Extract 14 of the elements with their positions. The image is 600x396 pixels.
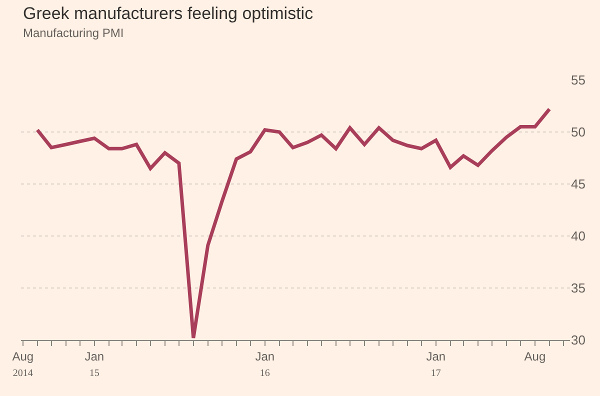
y-tick-label: 45 <box>571 176 586 192</box>
x-tick-label: Aug 2014 <box>12 349 34 379</box>
y-tick-label: 50 <box>571 124 586 140</box>
line-series <box>36 107 552 340</box>
chart-title: Greek manufacturers feeling optimistic <box>23 4 314 23</box>
chart-subtitle: Manufacturing PMI <box>23 26 124 40</box>
x-tick-label: Jan 17 <box>426 349 446 379</box>
y-tick-label: 40 <box>571 228 586 244</box>
x-tick-label: Aug <box>524 349 546 364</box>
y-tick-label: 30 <box>571 332 586 348</box>
y-tick-label: 35 <box>571 280 586 296</box>
x-tick-label: Jan 16 <box>255 349 275 379</box>
x-tick-label: Jan 15 <box>84 349 104 379</box>
y-tick-label: 55 <box>571 72 586 88</box>
